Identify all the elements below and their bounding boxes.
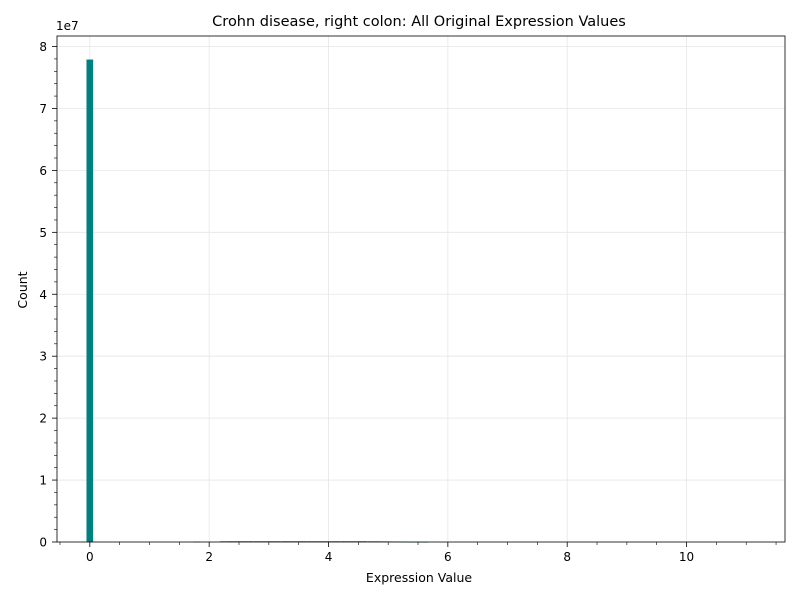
- x-tick-label: 10: [679, 550, 694, 564]
- x-tick-label: 0: [86, 550, 94, 564]
- x-tick-label: 4: [325, 550, 333, 564]
- histogram-bars: [86, 59, 428, 543]
- y-axis: 0 1 2 3 4 5 6 7 8: [39, 40, 57, 550]
- histogram-bar: [86, 59, 94, 543]
- y-tick-label: 2: [39, 412, 47, 426]
- y-tick-label: 5: [39, 226, 47, 240]
- x-tick-label: 8: [563, 550, 571, 564]
- x-axis-label: Expression Value: [366, 570, 472, 585]
- grid-lines: [57, 36, 785, 542]
- y-tick-label: 4: [39, 288, 47, 302]
- y-tick-label: 8: [39, 40, 47, 54]
- y-tick-label: 0: [39, 536, 47, 550]
- y-tick-label: 1: [39, 474, 47, 488]
- x-tick-label: 2: [205, 550, 213, 564]
- chart-title: Crohn disease, right colon: All Original…: [212, 14, 626, 30]
- x-axis: 0 2 4 6 8 10: [59, 542, 777, 564]
- y-axis-label: Count: [15, 271, 30, 308]
- y-axis-offset-label: 1e7: [56, 19, 79, 33]
- y-tick-label: 3: [39, 350, 47, 364]
- x-tick-label: 6: [444, 550, 452, 564]
- plot-frame: [56, 35, 786, 543]
- y-tick-label: 7: [39, 102, 47, 116]
- y-tick-label: 6: [39, 164, 47, 178]
